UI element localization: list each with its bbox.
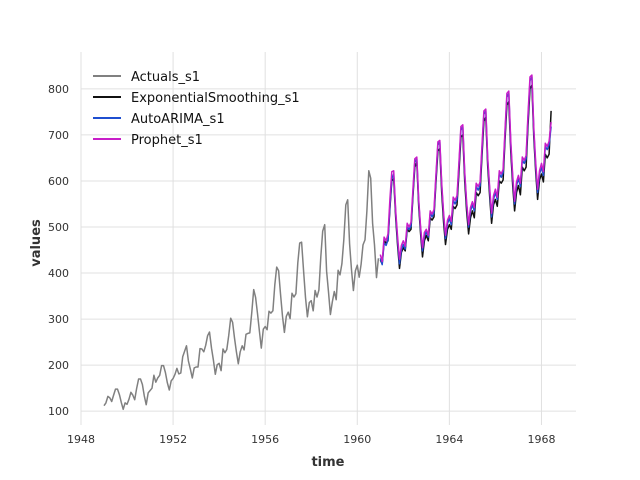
legend-item-exponentialsmoothing-s1: ExponentialSmoothing_s1: [93, 91, 300, 106]
legend-label: Prophet_s1: [131, 133, 203, 148]
y-tick-label: 300: [48, 313, 69, 326]
y-tick-label: 100: [48, 405, 69, 418]
legend-label: Actuals_s1: [131, 70, 200, 85]
y-tick-label: 400: [48, 267, 69, 280]
series-line-prophet-s1: [379, 74, 552, 263]
legend-item-autoarima-s1: AutoARIMA_s1: [93, 112, 225, 127]
legend: Actuals_s1 ExponentialSmoothing_s1 AutoARI…: [93, 70, 300, 148]
x-tick-label: 1964: [435, 433, 463, 446]
legend-item-prophet-s1: Prophet_s1: [93, 133, 203, 148]
x-axis-title: time: [311, 455, 344, 470]
y-tick-label: 700: [48, 129, 69, 142]
y-tick-label: 200: [48, 359, 69, 372]
x-tick-label: 1956: [251, 433, 279, 446]
series-line-actuals-s1: [103, 170, 380, 411]
series-layer: [103, 74, 552, 411]
y-tick-label: 800: [48, 83, 69, 96]
y-tick-label: 500: [48, 221, 69, 234]
legend-label: ExponentialSmoothing_s1: [131, 91, 300, 106]
y-tick-label: 600: [48, 175, 69, 188]
x-tick-label: 1960: [343, 433, 371, 446]
y-axis-title: values: [29, 219, 44, 267]
legend-item-actuals-s1: Actuals_s1: [93, 70, 200, 85]
x-tick-label: 1948: [67, 433, 95, 446]
legend-label: AutoARIMA_s1: [131, 112, 225, 127]
grid: [80, 52, 576, 425]
x-tick-label: 1952: [159, 433, 187, 446]
x-tick-label: 1968: [527, 433, 555, 446]
tick-labels: 1948 1952 1956 1960 1964 1968 100 200 300 400 500 6…: [48, 83, 555, 446]
